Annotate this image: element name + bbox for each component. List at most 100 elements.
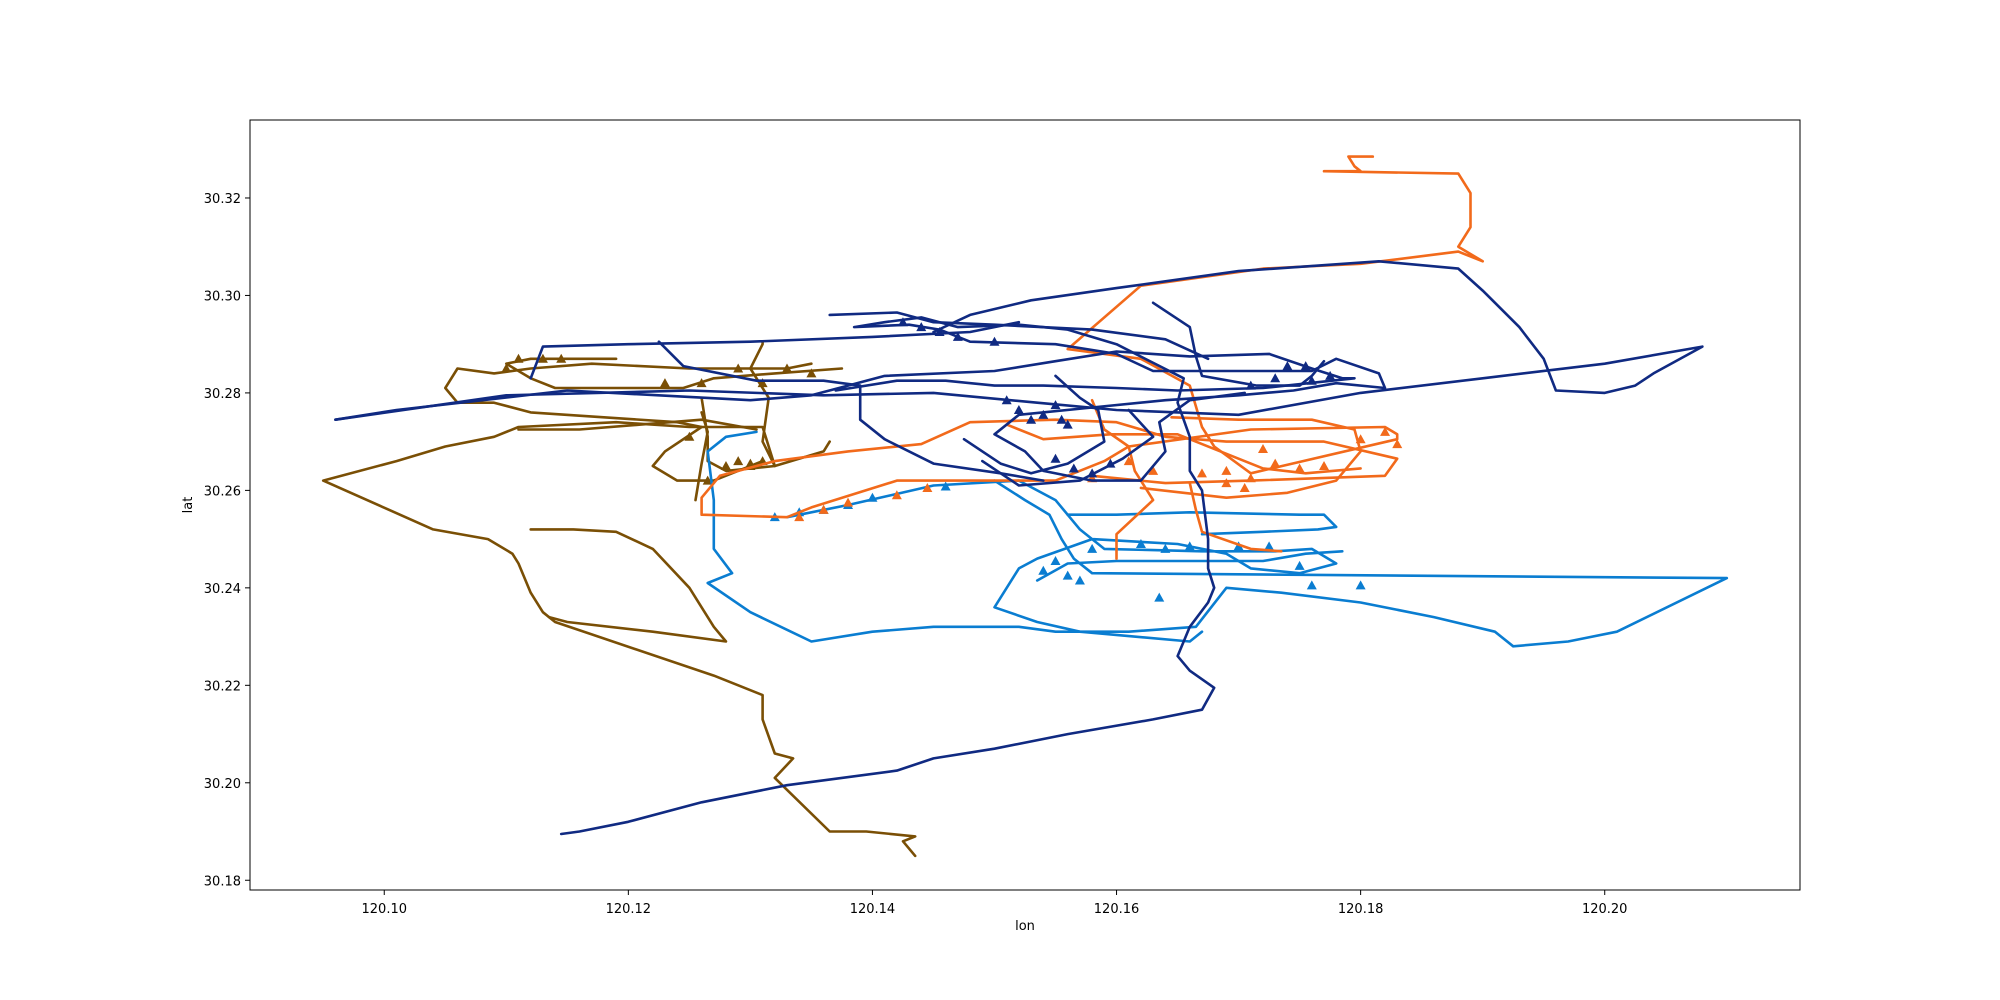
series-2-marker-3 [891, 490, 902, 500]
y-axis-label: lat [181, 497, 196, 514]
series-0-marker-9 [806, 368, 817, 378]
series-layer [321, 155, 1729, 858]
series-3-marker-9 [1050, 400, 1061, 410]
y-tick-label: 30.32 [204, 192, 241, 207]
series-1-marker-14 [1264, 541, 1275, 551]
series-0-marker-3 [556, 353, 567, 363]
series-3-track-1 [334, 350, 1356, 422]
series-3-marker-5 [1001, 395, 1012, 405]
series-2-marker-7 [1245, 473, 1256, 483]
series-3-track-2 [334, 259, 1704, 422]
series-3-marker-12 [1050, 453, 1061, 463]
series-1-marker-5 [940, 481, 951, 491]
series-1-marker-11 [1160, 543, 1171, 553]
series-3-marker-20 [1300, 361, 1311, 371]
series-3-track-6 [962, 374, 1106, 475]
x-tick-label: 120.18 [1338, 902, 1384, 917]
series-3-marker-7 [1026, 414, 1037, 424]
series-3-marker-8 [1038, 409, 1049, 419]
series-3-marker-15 [1105, 458, 1116, 468]
series-2-track-0 [700, 155, 1484, 519]
series-1-marker-8 [1074, 575, 1085, 585]
series-2-marker-9 [1294, 463, 1305, 473]
y-tick-label: 30.28 [204, 387, 241, 402]
x-tick-label: 120.16 [1094, 902, 1140, 917]
series-2-marker-0 [794, 512, 805, 522]
y-tick-label: 30.22 [204, 679, 241, 694]
series-0-marker-14 [702, 475, 713, 485]
series-3-marker-14 [1087, 468, 1098, 478]
x-axis-ticks: 120.10 120.12 120.14 120.16 120.18 120.20 [362, 890, 1628, 917]
series-1-marker-10 [1135, 538, 1146, 548]
series-2-marker-4 [922, 482, 933, 492]
series-0-track-5 [517, 418, 758, 431]
series-3-track-3 [529, 320, 1021, 380]
y-tick-label: 30.26 [204, 484, 241, 499]
series-2-marker-12 [1355, 434, 1366, 444]
plot-frame [249, 119, 1801, 891]
series-1-track-0 [706, 430, 1729, 648]
series-2-track-4 [1188, 481, 1283, 553]
series-3-marker-3 [952, 331, 963, 341]
series-2-track-3 [1005, 423, 1362, 475]
series-0-marker-8 [782, 363, 793, 373]
series-0-marker-6 [733, 363, 744, 373]
series-1-marker-18 [1154, 592, 1165, 602]
series-0-track-4 [529, 528, 728, 643]
series-1-marker-19 [1062, 570, 1073, 580]
series-0-marker-11 [733, 456, 744, 466]
series-1-marker-16 [1306, 580, 1317, 590]
series-0-marker-16 [745, 458, 756, 468]
series-1-marker-4 [867, 492, 878, 502]
series-3-marker-2 [934, 326, 945, 336]
series-0-marker-10 [720, 461, 731, 471]
y-tick-label: 30.20 [204, 777, 241, 792]
series-2-marker-19 [1239, 482, 1250, 492]
series-3-marker-6 [1013, 404, 1024, 414]
series-2-track-2 [1139, 415, 1362, 500]
series-1-marker-6 [1038, 565, 1049, 575]
x-tick-label: 120.12 [606, 902, 652, 917]
series-2 [700, 155, 1484, 560]
series-1 [706, 430, 1729, 648]
x-tick-label: 120.20 [1582, 902, 1628, 917]
series-3-marker-1 [916, 322, 927, 332]
y-tick-label: 30.18 [204, 874, 241, 889]
series-2-marker-13 [1380, 426, 1391, 436]
series-2-marker-14 [1392, 439, 1403, 449]
series-2-marker-2 [843, 497, 854, 507]
series-3-marker-11 [1062, 419, 1073, 429]
series-2-marker-16 [1123, 456, 1134, 466]
x-axis-label: lon [1015, 919, 1035, 934]
series-0-track-1 [443, 362, 813, 482]
series-3-marker-4 [989, 336, 1000, 346]
series-3-marker-10 [1056, 414, 1067, 424]
series-3-marker-13 [1068, 463, 1079, 473]
y-tick-label: 30.24 [204, 582, 241, 597]
series-3-track-8 [980, 408, 1155, 487]
y-axis-ticks: 30.18 30.20 30.22 30.24 30.26 30.28 30.30 30.32 [204, 192, 250, 889]
series-3-track-7 [1151, 301, 1326, 387]
series-1-track-3 [1035, 549, 1344, 582]
series-3-marker-16 [1245, 380, 1256, 390]
series-3 [334, 259, 1704, 836]
series-0-marker-2 [537, 353, 548, 363]
series-0-marker-7 [757, 378, 768, 388]
x-tick-label: 120.14 [850, 902, 896, 917]
series-3-marker-17 [1270, 373, 1281, 383]
series-1-marker-9 [1087, 543, 1098, 553]
series-1-marker-7 [1050, 556, 1061, 566]
series-3-marker-18 [1282, 361, 1293, 371]
series-1-marker-12 [1184, 541, 1195, 551]
series-2-marker-11 [1257, 443, 1268, 453]
series-2-marker-18 [1221, 478, 1232, 488]
series-1-marker-17 [1355, 580, 1366, 590]
y-tick-label: 30.30 [204, 289, 241, 304]
series-2-marker-8 [1270, 458, 1281, 468]
series-2-marker-17 [1148, 465, 1159, 475]
series-1-marker-15 [1294, 560, 1305, 570]
series-2-marker-6 [1221, 465, 1232, 475]
series-1-track-1 [785, 479, 1338, 643]
